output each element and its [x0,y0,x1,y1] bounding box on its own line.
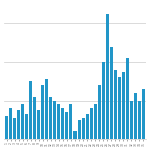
Bar [9,108,12,139]
Bar [126,58,129,139]
Bar [110,47,113,139]
Bar [29,81,32,139]
Bar [25,114,28,139]
Bar [17,110,20,139]
Bar [21,104,24,139]
Bar [41,85,44,139]
Bar [114,70,117,139]
Bar [130,101,133,139]
Bar [122,72,125,139]
Bar [142,89,145,139]
Bar [102,62,105,139]
Bar [45,79,48,139]
Bar [13,118,16,139]
Bar [49,97,52,139]
Bar [138,101,141,139]
Bar [61,108,64,139]
Bar [82,118,85,139]
Bar [74,131,76,139]
Bar [98,85,101,139]
Bar [90,108,93,139]
Bar [5,116,8,139]
Bar [134,93,137,139]
Bar [78,120,81,139]
Bar [37,110,40,139]
Bar [94,104,97,139]
Bar [106,14,109,139]
Bar [57,104,60,139]
Bar [85,114,89,139]
Bar [118,77,121,139]
Bar [65,112,68,139]
Bar [53,101,56,139]
Bar [33,97,36,139]
Bar [69,104,72,139]
